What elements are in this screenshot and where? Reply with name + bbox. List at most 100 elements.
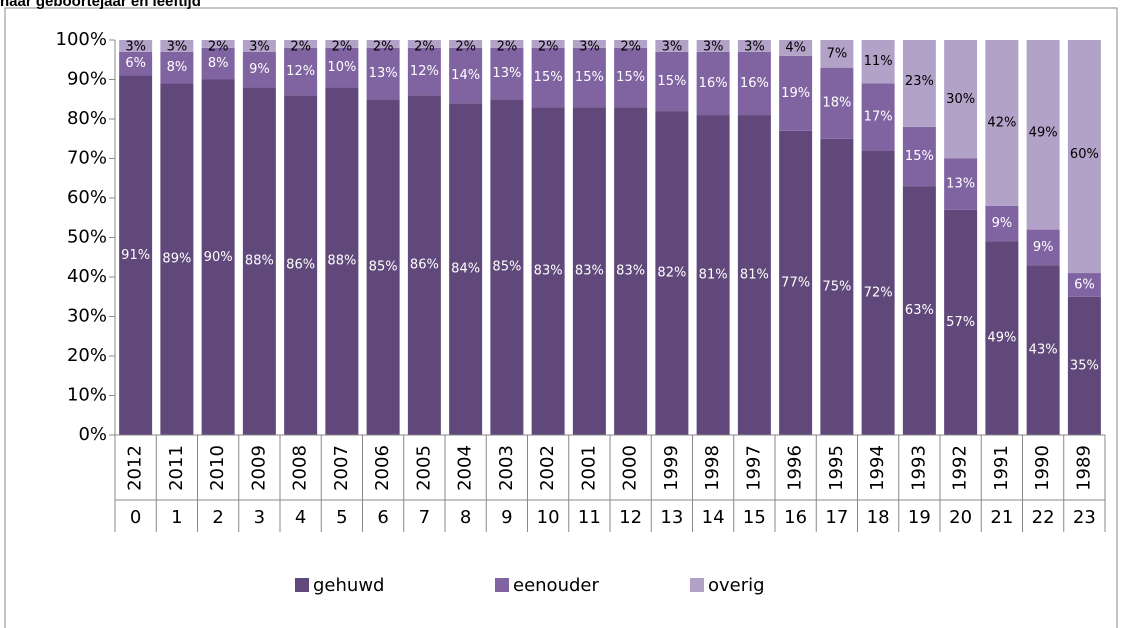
data-label: 35% (1070, 358, 1099, 373)
data-label: 15% (905, 149, 934, 164)
bar-segment (572, 47, 606, 108)
data-label: 57% (946, 315, 975, 330)
data-label: 13% (492, 66, 521, 81)
data-label: 13% (369, 66, 398, 81)
data-label: 91% (121, 248, 150, 263)
x-tick-label: 2011 (166, 445, 187, 491)
data-label: 3% (703, 40, 724, 55)
bar-segment (201, 47, 235, 80)
bar-segment (737, 51, 771, 116)
bar-segment (614, 47, 648, 108)
data-label: 17% (864, 110, 893, 125)
bar-segment (1067, 40, 1101, 274)
bar-segment (366, 99, 400, 435)
bar-segment (861, 150, 895, 435)
data-label: 90% (204, 250, 233, 265)
y-tick-label: 90% (67, 69, 107, 90)
bar-segment (119, 51, 153, 76)
legend-label: eenouder (513, 575, 599, 596)
bar-segment (614, 107, 648, 435)
bar-segment (902, 126, 936, 187)
x-sub-label: 16 (784, 507, 807, 528)
bar-segment (820, 138, 854, 435)
data-label: 2% (497, 40, 518, 55)
data-label: 11% (864, 54, 893, 69)
data-label: 49% (1029, 125, 1058, 140)
data-label: 3% (249, 40, 270, 55)
data-label: 16% (699, 76, 728, 91)
bar-segment (1067, 273, 1101, 297)
x-sub-label: 2 (212, 507, 223, 528)
bar-segment (407, 95, 441, 435)
bar-segment (325, 47, 359, 88)
data-label: 43% (1029, 343, 1058, 358)
data-label: 77% (781, 275, 810, 290)
data-label: 3% (744, 40, 765, 55)
bar-segment (985, 40, 1019, 206)
x-sub-label: 0 (130, 507, 141, 528)
x-sub-label: 10 (537, 507, 560, 528)
bar-segment (325, 87, 359, 435)
bar-segment (284, 40, 318, 48)
bar-segment (407, 47, 441, 96)
bar-segment (284, 95, 318, 435)
data-label: 81% (699, 268, 728, 283)
bar-segment (531, 40, 565, 48)
data-label: 83% (616, 264, 645, 279)
data-label: 86% (410, 258, 439, 273)
bar-segment (1026, 229, 1060, 266)
bar-segment (325, 40, 359, 48)
data-label: 9% (992, 216, 1013, 231)
x-tick-label: 2003 (496, 445, 517, 491)
bar-segment (284, 47, 318, 96)
bar-segment (696, 115, 730, 435)
data-label: 2% (373, 40, 394, 55)
x-tick-label: 1994 (867, 445, 888, 491)
x-tick-label: 2001 (578, 445, 599, 491)
bar-segment (572, 107, 606, 435)
bar-segment (1026, 40, 1060, 230)
bar-segment (1067, 296, 1101, 435)
bar-segment (737, 40, 771, 52)
data-label: 15% (575, 70, 604, 85)
x-sub-label: 21 (990, 507, 1013, 528)
y-tick-label: 60% (67, 187, 107, 208)
data-label: 60% (1070, 147, 1099, 162)
data-label: 19% (781, 86, 810, 101)
x-sub-label: 5 (336, 507, 347, 528)
bar-segment (614, 40, 648, 48)
bar-segment (160, 40, 194, 52)
x-tick-label: 1992 (950, 445, 971, 491)
legend-swatch (295, 578, 309, 592)
bar-segment (242, 40, 276, 52)
data-label: 15% (657, 74, 686, 89)
bar-segment (861, 83, 895, 151)
x-sub-label: 11 (578, 507, 601, 528)
bar-segment (490, 99, 524, 435)
bar-segment (119, 75, 153, 435)
data-label: 6% (1074, 277, 1095, 292)
bar-segment (944, 40, 978, 159)
bar-segment (779, 130, 813, 435)
x-tick-label: 1998 (702, 445, 723, 491)
bar-segment (366, 47, 400, 100)
data-label: 6% (125, 56, 146, 71)
x-sub-label: 19 (908, 507, 931, 528)
data-label: 85% (369, 260, 398, 275)
bar-segment (1026, 265, 1060, 435)
y-tick-label: 100% (56, 29, 107, 50)
bar-segment (201, 79, 235, 435)
data-label: 85% (492, 260, 521, 275)
x-tick-label: 2008 (290, 445, 311, 491)
x-sub-label: 6 (377, 507, 388, 528)
bar-segment (366, 40, 400, 48)
bar-segment (572, 40, 606, 48)
data-label: 7% (827, 46, 848, 61)
legend-swatch (495, 578, 509, 592)
x-sub-label: 13 (660, 507, 683, 528)
bar-segment (696, 40, 730, 52)
legend-swatch (690, 578, 704, 592)
data-label: 2% (290, 40, 311, 55)
bar-segment (779, 55, 813, 131)
y-tick-label: 20% (67, 345, 107, 366)
